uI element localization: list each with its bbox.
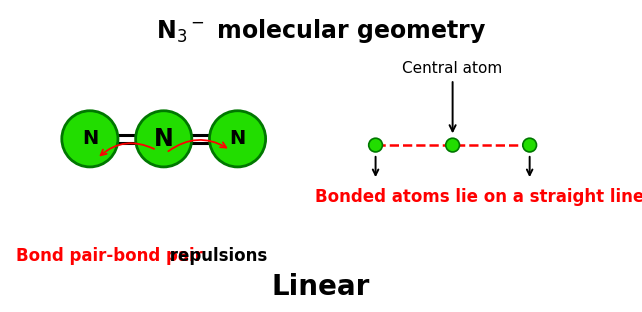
Circle shape (523, 138, 537, 152)
Text: Central atom: Central atom (403, 61, 503, 131)
Circle shape (446, 138, 460, 152)
Circle shape (135, 111, 192, 167)
Circle shape (62, 111, 118, 167)
Text: repulsions: repulsions (164, 247, 267, 265)
Text: N: N (82, 129, 98, 148)
Text: N: N (229, 129, 246, 148)
Text: Bond pair-bond pair: Bond pair-bond pair (16, 247, 203, 265)
Text: Bonded atoms lie on a straight line: Bonded atoms lie on a straight line (315, 188, 642, 206)
Circle shape (209, 111, 266, 167)
Text: N$_3$$^-$ molecular geometry: N$_3$$^-$ molecular geometry (156, 17, 486, 45)
Text: Linear: Linear (272, 273, 370, 301)
Circle shape (369, 138, 383, 152)
Text: N: N (154, 127, 173, 151)
